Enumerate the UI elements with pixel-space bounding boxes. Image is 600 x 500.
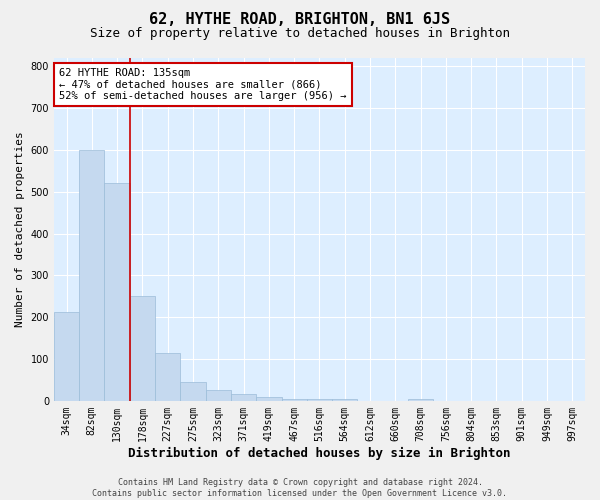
Bar	[155, 352, 181, 402]
Text: Contains HM Land Registry data © Crown copyright and database right 2024.
Contai: Contains HM Land Registry data © Crown c…	[92, 478, 508, 498]
Bar	[256, 396, 281, 402]
Bar	[281, 399, 307, 402]
Bar	[54, 312, 79, 402]
Bar	[408, 399, 433, 402]
Bar	[130, 296, 155, 402]
X-axis label: Distribution of detached houses by size in Brighton: Distribution of detached houses by size …	[128, 447, 511, 460]
Text: 62, HYTHE ROAD, BRIGHTON, BN1 6JS: 62, HYTHE ROAD, BRIGHTON, BN1 6JS	[149, 12, 451, 28]
Y-axis label: Number of detached properties: Number of detached properties	[15, 132, 25, 328]
Bar	[332, 399, 358, 402]
Bar	[104, 183, 130, 402]
Text: 62 HYTHE ROAD: 135sqm
← 47% of detached houses are smaller (866)
52% of semi-det: 62 HYTHE ROAD: 135sqm ← 47% of detached …	[59, 68, 347, 101]
Bar	[231, 394, 256, 402]
Bar	[206, 390, 231, 402]
Text: Size of property relative to detached houses in Brighton: Size of property relative to detached ho…	[90, 28, 510, 40]
Bar	[307, 399, 332, 402]
Bar	[181, 382, 206, 402]
Bar	[79, 150, 104, 402]
